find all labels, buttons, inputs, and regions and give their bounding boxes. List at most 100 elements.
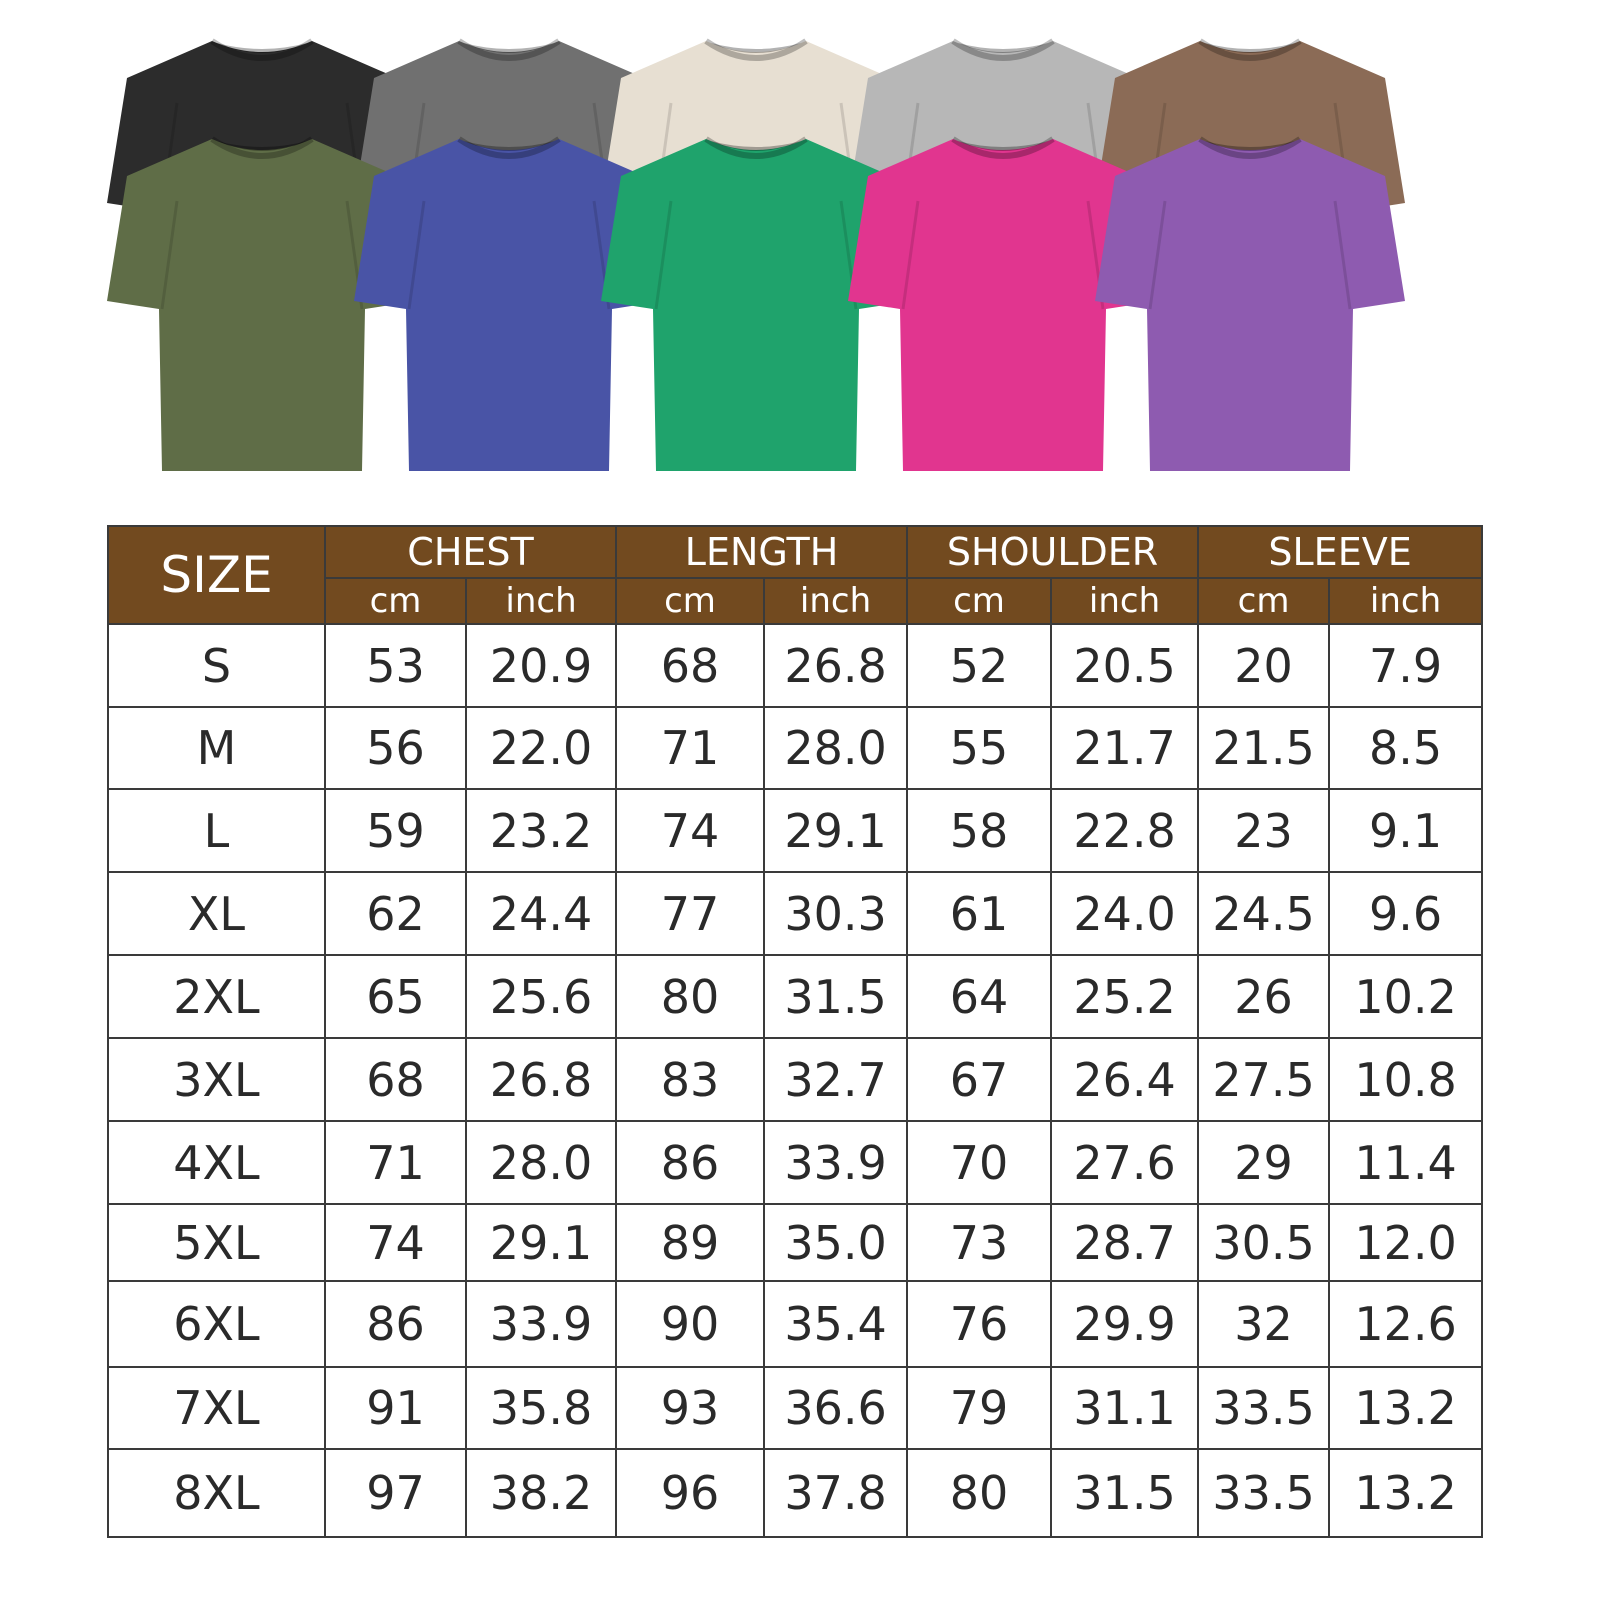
- measurement-cell: 25.6: [464, 954, 618, 1039]
- size-label: S: [107, 623, 326, 708]
- measurement-cell: 24.5: [1197, 871, 1331, 956]
- measurement-cell: 13.2: [1328, 1448, 1484, 1538]
- measurement-cell: 28.7: [1050, 1203, 1200, 1282]
- measurement-cell: 21.5: [1197, 706, 1331, 790]
- measurement-cell: 29.9: [1050, 1280, 1200, 1368]
- table-row: 6XL 86 33.9 90 35.4 76 29.9 32 12.6: [107, 1280, 1484, 1368]
- header-sleeve: SLEEVE: [1197, 525, 1484, 579]
- table-row: L 59 23.2 74 29.1 58 22.8 23 9.1: [107, 788, 1484, 873]
- measurement-cell: 86: [615, 1120, 766, 1205]
- measurement-cell: 26: [1197, 954, 1331, 1039]
- measurement-cell: 23: [1197, 788, 1331, 873]
- size-label: L: [107, 788, 326, 873]
- measurement-cell: 74: [615, 788, 766, 873]
- measurement-cell: 29.1: [464, 1203, 618, 1282]
- measurement-cell: 73: [906, 1203, 1053, 1282]
- measurement-cell: 35.8: [464, 1366, 618, 1450]
- tshirt-front-0: [107, 131, 417, 471]
- table-row: 7XL 91 35.8 93 36.6 79 31.1 33.5 13.2: [107, 1366, 1484, 1450]
- measurement-cell: 96: [615, 1448, 766, 1538]
- measurement-cell: 26.4: [1050, 1037, 1200, 1122]
- measurement-cell: 26.8: [763, 623, 909, 708]
- measurement-cell: 65: [324, 954, 467, 1039]
- measurement-cell: 21.7: [1050, 706, 1200, 790]
- size-label: XL: [107, 871, 326, 956]
- unit-cm: cm: [324, 578, 467, 625]
- measurement-cell: 28.0: [464, 1120, 618, 1205]
- measurement-cell: 9.1: [1328, 788, 1484, 873]
- unit-inch: inch: [1328, 578, 1484, 625]
- measurement-cell: 33.9: [763, 1120, 909, 1205]
- measurement-cell: 25.2: [1050, 954, 1200, 1039]
- size-label: 3XL: [107, 1037, 326, 1122]
- measurement-cell: 55: [906, 706, 1053, 790]
- measurement-cell: 31.5: [763, 954, 909, 1039]
- measurement-cell: 74: [324, 1203, 467, 1282]
- unit-inch: inch: [1050, 578, 1200, 625]
- measurement-cell: 31.5: [1050, 1448, 1200, 1538]
- table-row: M 56 22.0 71 28.0 55 21.7 21.5 8.5: [107, 706, 1484, 790]
- table-row: 3XL 68 26.8 83 32.7 67 26.4 27.5 10.8: [107, 1037, 1484, 1122]
- measurement-cell: 33.5: [1197, 1448, 1331, 1538]
- measurement-cell: 26.8: [464, 1037, 618, 1122]
- measurement-cell: 20.5: [1050, 623, 1200, 708]
- measurement-cell: 89: [615, 1203, 766, 1282]
- measurement-cell: 27.6: [1050, 1120, 1200, 1205]
- size-label: M: [107, 706, 326, 790]
- header-chest: CHEST: [323, 525, 618, 579]
- measurement-cell: 53: [324, 623, 467, 708]
- tshirt-color-swatches: [0, 0, 1600, 490]
- header-shoulder: SHOULDER: [906, 525, 1200, 579]
- unit-cm: cm: [1197, 578, 1331, 625]
- unit-cm: cm: [615, 578, 766, 625]
- measurement-cell: 33.5: [1197, 1366, 1331, 1450]
- size-label: 6XL: [107, 1280, 326, 1368]
- measurement-cell: 10.2: [1328, 954, 1484, 1039]
- unit-inch: inch: [464, 578, 618, 625]
- table-row: XL 62 24.4 77 30.3 61 24.0 24.5 9.6: [107, 871, 1484, 956]
- measurement-cell: 58: [906, 788, 1053, 873]
- measurement-cell: 20.9: [464, 623, 618, 708]
- measurement-cell: 61: [906, 871, 1053, 956]
- measurement-cell: 28.0: [763, 706, 909, 790]
- measurement-cell: 91: [324, 1366, 467, 1450]
- measurement-cell: 12.0: [1328, 1203, 1484, 1282]
- measurement-cell: 31.1: [1050, 1366, 1200, 1450]
- table-row: 4XL 71 28.0 86 33.9 70 27.6 29 11.4: [107, 1120, 1484, 1205]
- measurement-cell: 77: [615, 871, 766, 956]
- measurement-cell: 24.4: [464, 871, 618, 956]
- size-header: SIZE: [107, 525, 326, 625]
- measurement-cell: 97: [324, 1448, 467, 1538]
- measurement-cell: 93: [615, 1366, 766, 1450]
- size-chart-table: SIZE CHEST LENGTH SHOULDER SLEEVE cm inch cm i…: [107, 525, 1484, 1538]
- size-label: 5XL: [107, 1203, 326, 1282]
- measurement-cell: 67: [906, 1037, 1053, 1122]
- measurement-cell: 59: [324, 788, 467, 873]
- measurement-cell: 68: [615, 623, 766, 708]
- measurement-cell: 22.8: [1050, 788, 1200, 873]
- measurement-cell: 8.5: [1328, 706, 1484, 790]
- measurement-cell: 13.2: [1328, 1366, 1484, 1450]
- unit-cm: cm: [906, 578, 1053, 625]
- measurement-cell: 80: [906, 1448, 1053, 1538]
- measurement-cell: 9.6: [1328, 871, 1484, 956]
- measurement-cell: 27.5: [1197, 1037, 1331, 1122]
- measurement-cell: 35.4: [763, 1280, 909, 1368]
- size-label: 4XL: [107, 1120, 326, 1205]
- measurement-cell: 70: [906, 1120, 1053, 1205]
- measurement-cell: 76: [906, 1280, 1053, 1368]
- measurement-cell: 68: [324, 1037, 467, 1122]
- header-length: LENGTH: [615, 525, 909, 579]
- size-chart: SIZE CHEST LENGTH SHOULDER SLEEVE cm inch cm i…: [107, 525, 1484, 1540]
- measurement-cell: 29.1: [763, 788, 909, 873]
- measurement-cell: 32: [1197, 1280, 1331, 1368]
- measurement-cell: 7.9: [1328, 623, 1484, 708]
- measurement-cell: 33.9: [464, 1280, 618, 1368]
- measurement-cell: 37.8: [763, 1448, 909, 1538]
- unit-inch: inch: [763, 578, 909, 625]
- measurement-cell: 29: [1197, 1120, 1331, 1205]
- measurement-cell: 79: [906, 1366, 1053, 1450]
- measurement-cell: 11.4: [1328, 1120, 1484, 1205]
- measurement-cell: 38.2: [464, 1448, 618, 1538]
- measurement-cell: 23.2: [464, 788, 618, 873]
